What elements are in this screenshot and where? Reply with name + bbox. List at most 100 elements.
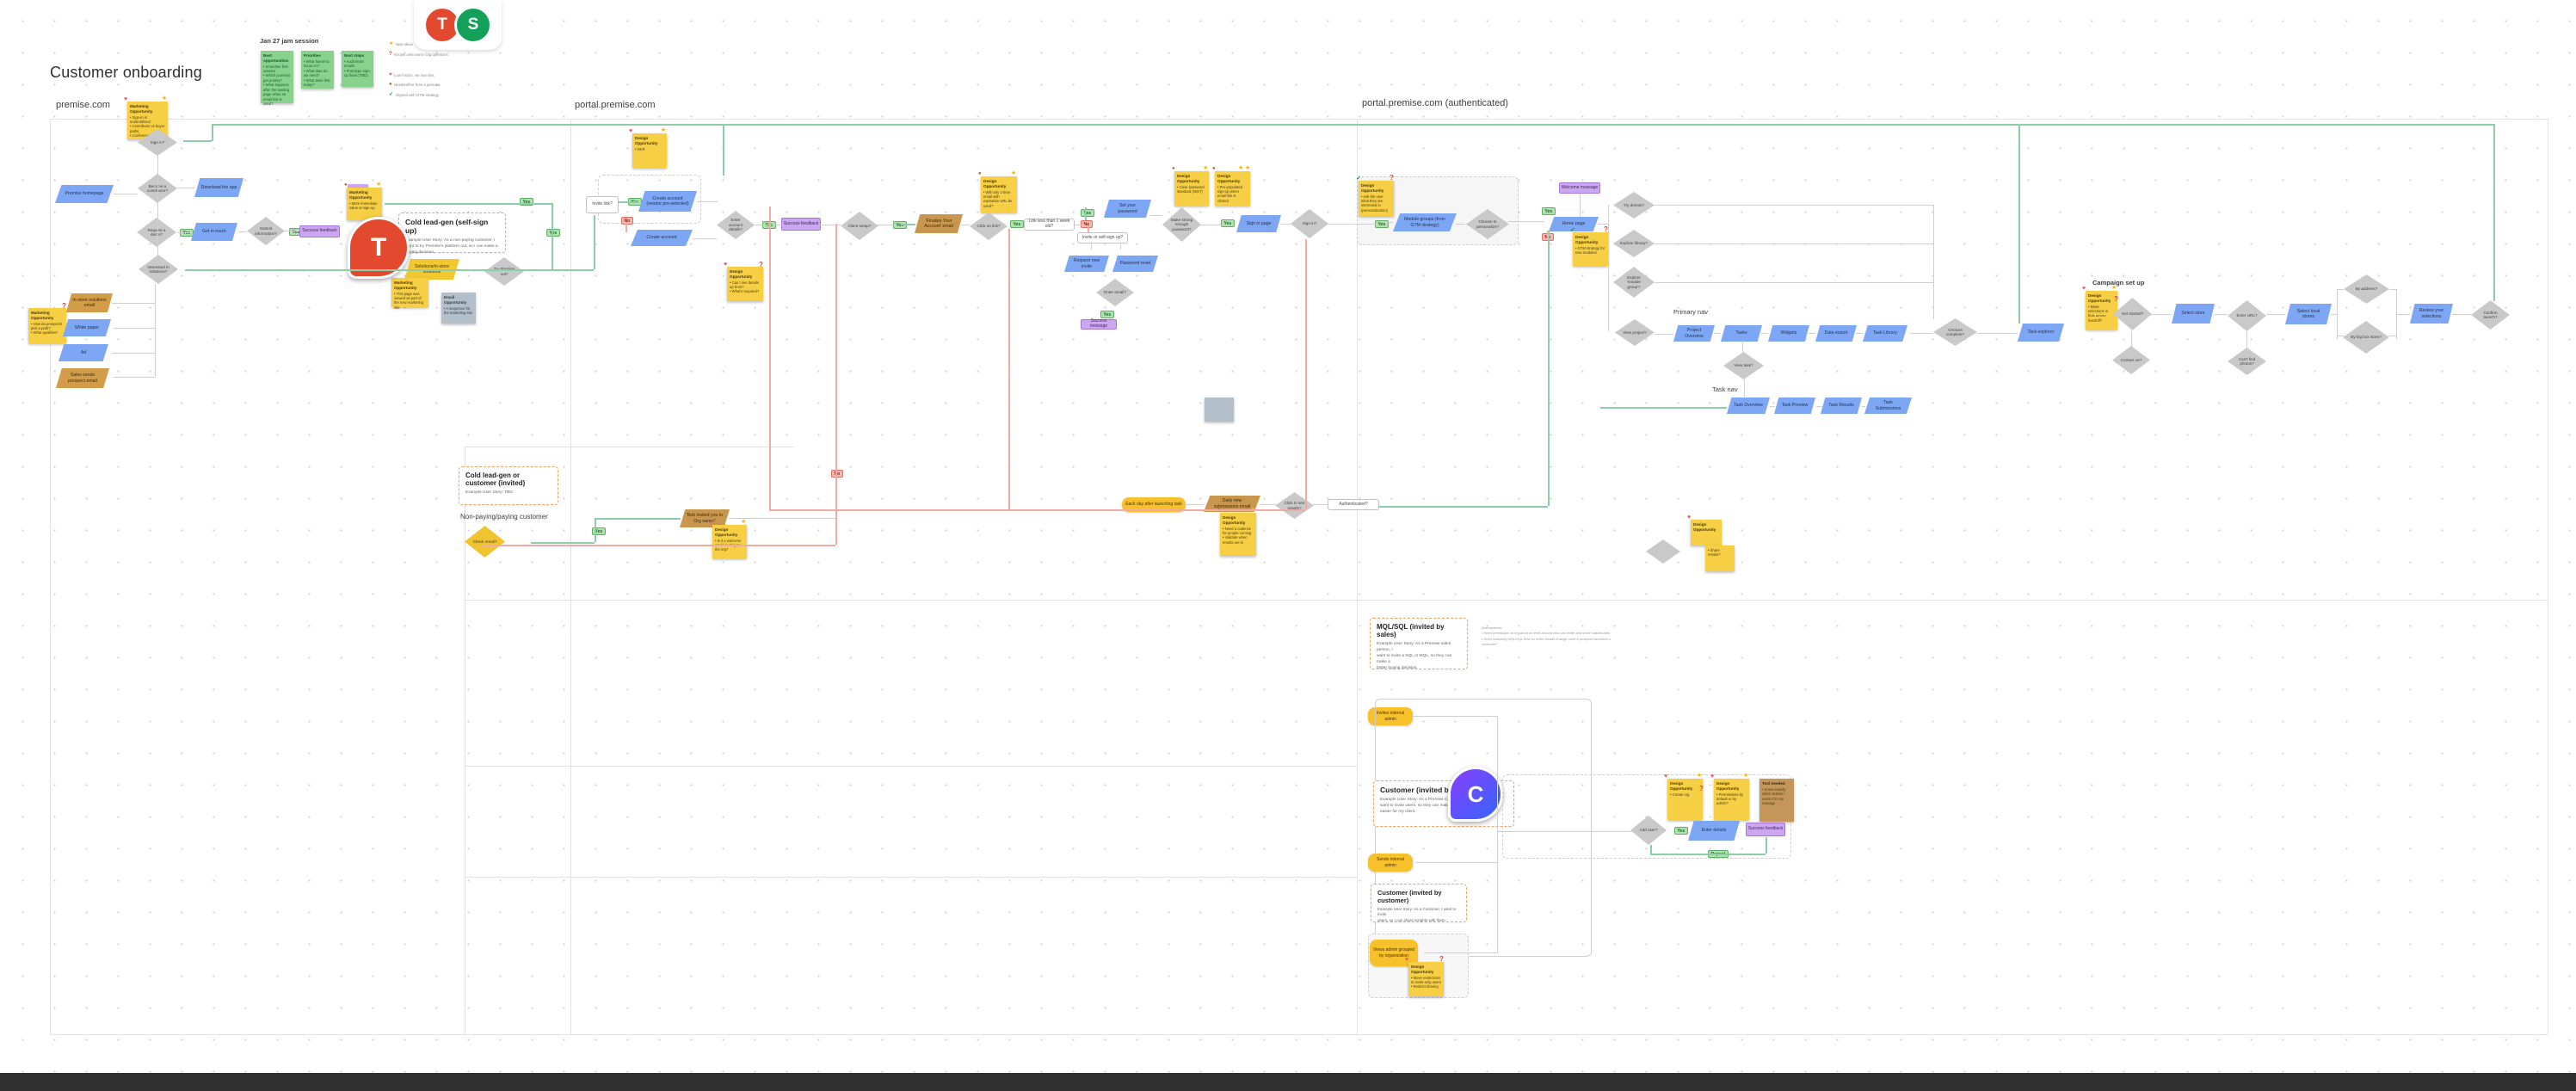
diamond-explore-module-group[interactable]: Explore 'module group'?	[1613, 267, 1655, 298]
label-task-nav[interactable]: Task nav	[1712, 385, 1738, 393]
diamond-by-address[interactable]: By address?	[2344, 274, 2389, 304]
badge-yes[interactable]: Yes	[1542, 207, 1556, 215]
badge-yes[interactable]: Yes	[1081, 209, 1094, 217]
card-mql-sql-invited-by-sales[interactable]: MQL/SQL (invited by sales) Example User S…	[1370, 618, 1468, 670]
shape-enter-details[interactable]: Enter details	[1688, 821, 1740, 841]
sticky-design-opportunity-personalization[interactable]: Design Opportunity • Ask the user what th…	[1356, 175, 1394, 216]
section-label-premise[interactable]: premise.com	[56, 100, 110, 110]
shape-premise-homepage[interactable]: Premise homepage	[55, 185, 114, 203]
shape-success-message[interactable]: Success message	[1081, 318, 1117, 330]
shape-request-new-invite[interactable]: Request new invite	[1064, 256, 1109, 272]
shape-sign-in-page[interactable]: Sign in page	[1236, 215, 1281, 232]
nav-tasks[interactable]: Tasks	[1721, 325, 1762, 342]
shape-home-page[interactable]: Home page	[1549, 217, 1599, 231]
shape-welcome-message[interactable]: Welcome message	[1559, 182, 1600, 194]
shape-success-feedback[interactable]: Success feedback	[1746, 823, 1785, 836]
diamond-client-setup[interactable]: Client setup?	[841, 212, 878, 240]
shape-set-your-password[interactable]: Set your password	[1104, 200, 1151, 218]
shape-module-groups[interactable]: Module groups (from GTM strategy)	[1393, 213, 1457, 231]
sticky-design-opportunity-password-standard[interactable]: Design Opportunity • Clear password stand…	[1172, 165, 1209, 206]
diamond-click-on-link[interactable]: Click on link?	[970, 213, 1008, 240]
avatar-s[interactable]: S	[454, 6, 492, 44]
sticky-marketing-opportunity-value[interactable]: Marketing Opportunity • More immediate va…	[344, 182, 382, 220]
sticky-design-opportunity-gtm-modules[interactable]: Design Opportunity • GTM strategy for new…	[1570, 226, 1608, 266]
shape-success-feedback[interactable]: Success feedback	[781, 218, 821, 231]
shape-sales-prospect-email[interactable]: Sales sends prospect email	[56, 368, 109, 388]
sticky-small-note-2[interactable]: • Share results?	[1705, 546, 1735, 571]
jam-sticky-priorities[interactable]: Priorities • What funnel to focus on? • Wh…	[301, 51, 334, 89]
board-title[interactable]: Customer onboarding	[50, 64, 202, 81]
callout-sends-internal-admin[interactable]: Sends internal admin	[1368, 854, 1413, 872]
callout-each-day-after-launch[interactable]: Each day after launching task	[1122, 497, 1186, 512]
badge-yes[interactable]: Yes	[546, 229, 560, 237]
nav-data-export[interactable]: Data export	[1815, 325, 1857, 342]
diamond-try-premise-out[interactable]: Try Premise out?	[484, 257, 524, 286]
shape-create-account-vendor[interactable]: Create account (vendor pre-selected)	[638, 191, 697, 212]
diamond-explore-library[interactable]: Explore library?	[1613, 230, 1655, 257]
diamond-contact-us[interactable]: Contact us?	[2112, 346, 2150, 374]
sticky-design-opportunity-okr[interactable]: Design Opportunity • OKR ♥ ★	[629, 127, 667, 168]
shape-instore-solutions-email[interactable]: In-store solutions email	[66, 293, 113, 312]
shape-download-the-app[interactable]: Download the app	[194, 178, 243, 197]
box-invite-link[interactable]: Invite link?	[586, 196, 619, 213]
sticky-design-opportunity-welcome-invite[interactable]: Design Opportunity• Is it a welcome emai…	[709, 519, 747, 558]
badge-yes[interactable]: Yes	[1674, 827, 1688, 835]
card-cold-lead-gen-self-signup[interactable]: Cold lead-gen (self-sign up) Example User…	[398, 213, 506, 255]
label-primary-nav[interactable]: Primary nav	[1673, 308, 1709, 316]
section-label-portal[interactable]: portal.premise.com	[575, 100, 656, 110]
nav-task-overview[interactable]: Task Overview	[1727, 398, 1770, 414]
badge-no[interactable]: No	[621, 217, 633, 225]
jam-sticky-next-steps[interactable]: Next steps • Audit invite emails • Prototy…	[342, 51, 373, 87]
nav-task-submissions[interactable]: Task Submissions	[1864, 398, 1912, 414]
diamond-choices-complete[interactable]: Choices complete?	[1933, 318, 1977, 346]
section-label-authenticated[interactable]: portal.premise.com (authenticated)	[1362, 98, 1508, 108]
diamond-small[interactable]	[1646, 539, 1680, 564]
shape-white-paper[interactable]: White paper	[63, 319, 111, 336]
sticky-design-opportunity-cadence[interactable]: Design Opportunity • Need a cadence for p…	[1217, 507, 1256, 556]
callout-views-admin-grouped[interactable]: Views admin grouped by organization	[1370, 940, 1418, 966]
sticky-design-opportunity-details[interactable]: Design Opportunity • Can I see details up…	[724, 262, 763, 301]
shape-select-store[interactable]: Select store	[2172, 304, 2215, 324]
diamond-check-email[interactable]: Check email?	[465, 526, 505, 558]
diamond-by-big-box[interactable]: By big box store?	[2343, 321, 2389, 354]
diamond-click-see-results[interactable]: Click to see results?	[1275, 492, 1314, 519]
diamond-portal-sign-in[interactable]: Sign in?	[1291, 209, 1328, 238]
box-link-less-one-week[interactable]: Link less than 1 week old?	[1024, 219, 1075, 231]
badge-yes[interactable]: Yes	[1100, 311, 1114, 318]
shape-success-feedback[interactable]: Success feedback	[299, 225, 340, 237]
card-cold-lead-gen-invited[interactable]: Cold lead-gen or customer (invited) Examp…	[459, 466, 558, 505]
legend-thumbs[interactable]: ✓ Aligned with GTM strategy	[389, 92, 439, 97]
shape-password-reset[interactable]: Password reset	[1112, 256, 1158, 272]
sticky-design-opportunity-restrict[interactable]: Design Opportunity • Move restrictions to…	[1405, 956, 1444, 996]
badge-no[interactable]: No	[831, 470, 843, 478]
nav-task-preview[interactable]: Task Preview	[1774, 398, 1815, 414]
diamond-view-project[interactable]: View project?	[1615, 319, 1655, 346]
diamond-enter-url[interactable]: Enter URL?	[2228, 300, 2266, 331]
nav-project-overview[interactable]: Project Overview	[1673, 325, 1715, 342]
diamond-enter-account-details[interactable]: Enter account details?	[717, 211, 755, 239]
diamond-view-task[interactable]: View task?	[1723, 352, 1764, 379]
shape-create-account[interactable]: Create account	[631, 230, 693, 246]
shape-select-local-stores[interactable]: Select local stores	[2285, 304, 2332, 324]
jam-sticky-opportunities[interactable]: Best opportunities • Smoother first sessi…	[261, 51, 293, 106]
sticky-design-opportunity-permissions[interactable]: Design Opportunity • Permissions by defau…	[1710, 773, 1749, 820]
badge-yes[interactable]: Yes	[1221, 219, 1235, 227]
shape-finalize-account-email[interactable]: 'Finalize Your Account' email	[915, 214, 963, 233]
sticky-marketing-opportunity-paths[interactable]: Marketing Opportunity • How do prospects …	[28, 303, 66, 343]
diamond-get-started[interactable]: Get started?	[2113, 298, 2152, 330]
diamond-submit-information[interactable]: Submit information?	[247, 217, 285, 245]
sticky-marketing-opportunity-site[interactable]: Marketing Opportunity • This page was vie…	[388, 273, 428, 310]
nav-widgets[interactable]: Widgets	[1768, 325, 1809, 342]
nav-task-library[interactable]: Task Library	[1863, 325, 1907, 342]
shape-bob-invited-email[interactable]: 'Bob invited you to Org name!'	[680, 509, 730, 527]
jam-session-heading[interactable]: Jan 27 jam session	[260, 37, 319, 45]
sticky-design-opportunity-expiring-url[interactable]: Design Opportunity • Will only 1-time ema…	[978, 170, 1017, 213]
shape-daily-submissions-email[interactable]: Daily new submissions email	[1204, 496, 1260, 512]
card-customer-invited-by-customer[interactable]: Customer (invited by customer) Example Us…	[1371, 884, 1467, 922]
sticky-gray-note[interactable]	[1205, 398, 1234, 422]
badge-yes[interactable]: Yes	[1010, 220, 1024, 228]
shape-review-selections[interactable]: Review your selections	[2410, 304, 2453, 324]
callout-invites-internal-admin[interactable]: Invites internal admin	[1368, 707, 1413, 725]
legend-question[interactable]: ? Known unknowns / big questions	[389, 52, 448, 57]
